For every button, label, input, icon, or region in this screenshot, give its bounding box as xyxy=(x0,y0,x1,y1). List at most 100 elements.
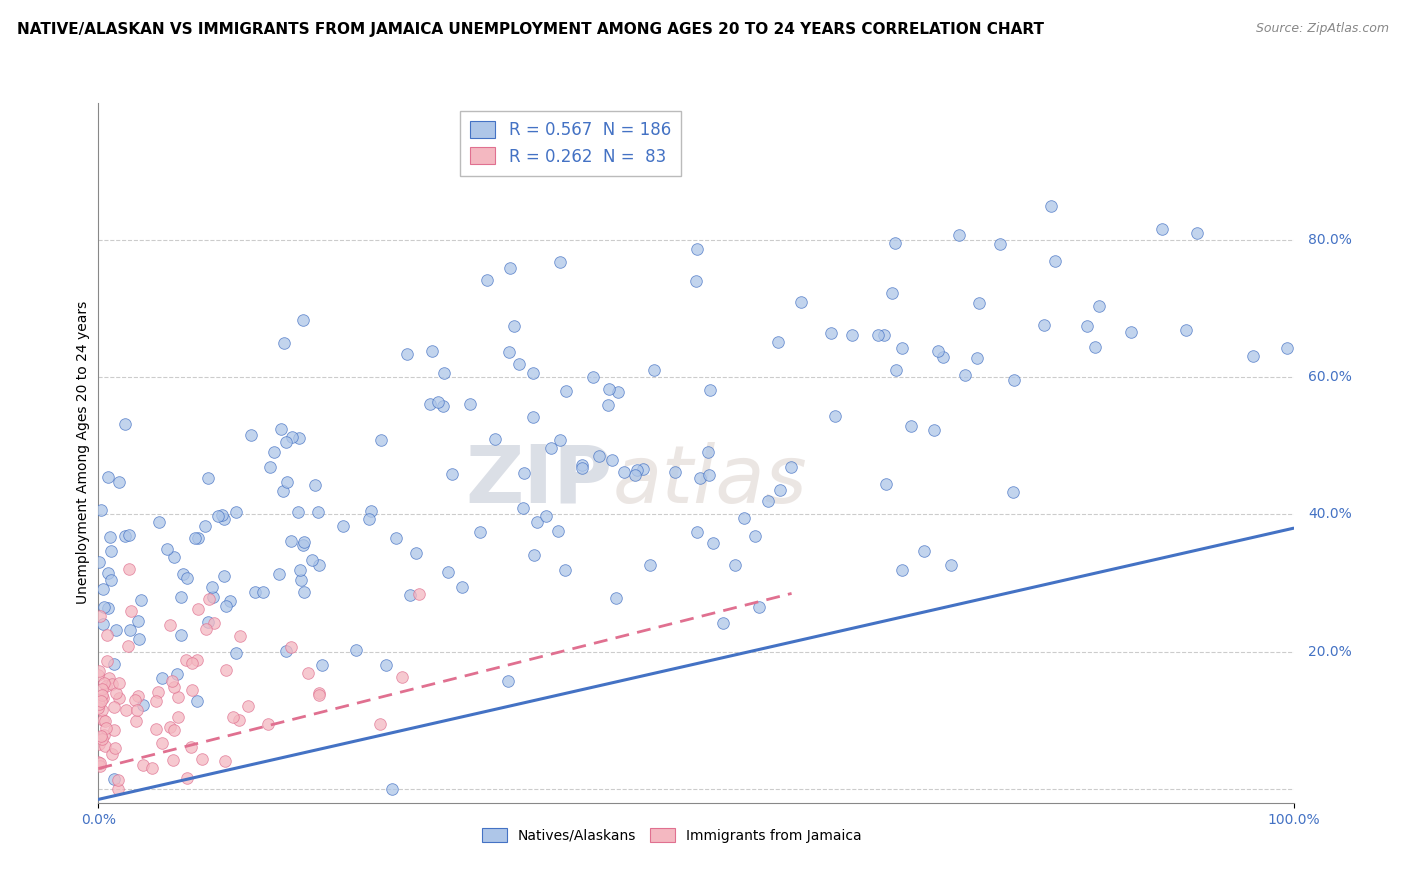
Point xyxy=(103,657,125,672)
Point xyxy=(571,460,593,475)
Point xyxy=(105,624,128,638)
Point xyxy=(93,676,115,690)
Point xyxy=(225,647,247,661)
Point xyxy=(292,585,315,599)
Point xyxy=(127,614,149,628)
Point xyxy=(228,713,250,727)
Point xyxy=(194,519,217,533)
Point xyxy=(374,658,396,673)
Point xyxy=(132,698,155,712)
Point xyxy=(1076,319,1098,334)
Point xyxy=(172,567,194,582)
Point xyxy=(104,686,127,700)
Point xyxy=(422,343,444,358)
Point xyxy=(699,383,721,397)
Point xyxy=(170,590,193,604)
Point xyxy=(101,677,124,691)
Point xyxy=(308,558,330,572)
Point xyxy=(872,328,894,343)
Point xyxy=(927,344,949,359)
Point xyxy=(98,671,121,685)
Point xyxy=(875,477,897,491)
Point xyxy=(953,368,976,382)
Point xyxy=(332,518,354,533)
Point xyxy=(522,410,544,425)
Point xyxy=(292,312,315,326)
Point xyxy=(291,538,314,552)
Point xyxy=(91,688,114,702)
Point xyxy=(748,600,770,615)
Point xyxy=(437,566,460,580)
Point xyxy=(598,382,620,396)
Point xyxy=(276,475,298,489)
Point xyxy=(197,470,219,484)
Point xyxy=(94,679,117,693)
Point xyxy=(125,703,148,717)
Point xyxy=(222,710,245,724)
Point xyxy=(631,462,654,476)
Point xyxy=(114,417,136,431)
Point xyxy=(96,654,118,668)
Point xyxy=(212,569,235,583)
Point xyxy=(550,433,572,447)
Point xyxy=(508,357,530,371)
Point xyxy=(360,504,382,518)
Point xyxy=(405,545,427,559)
Point xyxy=(534,508,557,523)
Point xyxy=(384,531,406,545)
Text: 20.0%: 20.0% xyxy=(1308,645,1351,659)
Point xyxy=(1043,253,1066,268)
Point xyxy=(498,674,520,689)
Point xyxy=(114,529,136,543)
Point xyxy=(229,629,252,643)
Point xyxy=(606,384,628,399)
Point xyxy=(880,286,903,301)
Point xyxy=(368,716,391,731)
Point xyxy=(276,644,298,658)
Point xyxy=(441,467,464,481)
Point xyxy=(967,296,990,310)
Point xyxy=(288,431,311,445)
Point xyxy=(163,680,186,694)
Point xyxy=(124,693,146,707)
Point xyxy=(218,594,240,608)
Point xyxy=(125,714,148,728)
Point xyxy=(207,509,229,524)
Point xyxy=(311,658,333,673)
Point xyxy=(91,681,114,696)
Point xyxy=(212,512,235,526)
Point xyxy=(91,732,114,747)
Point xyxy=(184,531,207,545)
Point xyxy=(547,524,569,539)
Point xyxy=(499,261,522,276)
Point xyxy=(202,590,225,604)
Point xyxy=(270,422,292,436)
Point xyxy=(922,423,945,437)
Point xyxy=(107,475,129,489)
Point xyxy=(91,582,114,597)
Point xyxy=(891,563,914,577)
Point xyxy=(98,530,121,544)
Point xyxy=(211,508,233,522)
Point xyxy=(458,397,481,411)
Point xyxy=(155,541,177,556)
Point xyxy=(988,236,1011,251)
Point xyxy=(215,599,238,614)
Point xyxy=(768,335,790,350)
Point xyxy=(194,622,217,636)
Point xyxy=(91,713,114,727)
Point xyxy=(167,710,190,724)
Point xyxy=(395,347,418,361)
Point xyxy=(512,501,534,516)
Point xyxy=(1241,349,1264,363)
Point xyxy=(724,558,747,572)
Point xyxy=(89,608,111,623)
Point xyxy=(274,434,297,449)
Point xyxy=(841,328,863,343)
Point xyxy=(197,591,219,606)
Point xyxy=(91,617,114,632)
Point xyxy=(756,493,779,508)
Point xyxy=(588,449,610,463)
Point xyxy=(145,694,167,708)
Point xyxy=(129,592,152,607)
